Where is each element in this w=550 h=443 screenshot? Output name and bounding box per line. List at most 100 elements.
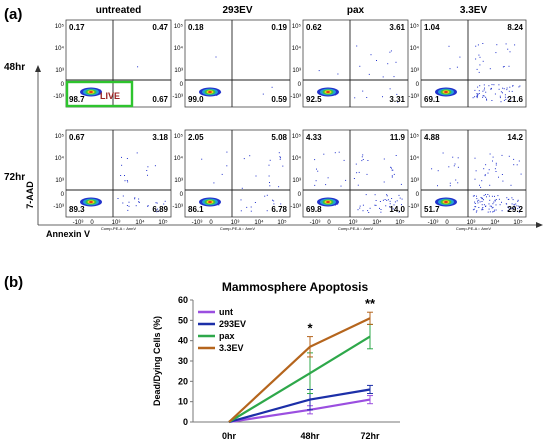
- event-dot: [147, 205, 148, 207]
- event-dot: [507, 206, 509, 208]
- chart-y-axis-label: Dead/Dying Cells (%): [152, 316, 162, 406]
- y-tick-label: 10³: [410, 178, 419, 184]
- flow-plot: 4.33 11.9 69.8 14.0 10⁵ 10⁴ 10³ 0 -10³ -10³ 0 10³ 10…: [290, 129, 409, 231]
- x-tick-label: 0: [209, 220, 213, 226]
- event-dot: [478, 90, 480, 92]
- event-dot: [338, 151, 340, 153]
- y-tick-label: 10⁵: [55, 133, 65, 140]
- event-dot: [491, 207, 493, 209]
- quadrant-ur-value: 0.47: [152, 23, 168, 32]
- event-dot: [507, 210, 509, 212]
- timepoint-label: 72hr: [4, 172, 25, 183]
- y-tick-label: 10⁴: [292, 45, 302, 52]
- event-dot: [485, 164, 487, 166]
- event-dot: [497, 195, 499, 197]
- event-dot: [482, 90, 484, 92]
- event-dot: [361, 156, 363, 158]
- quadrant-ul-value: 1.04: [424, 23, 440, 32]
- y-tick-label: 10⁵: [292, 133, 302, 140]
- event-dot: [504, 96, 506, 98]
- event-dot: [452, 156, 454, 158]
- event-dot: [250, 206, 252, 208]
- y-tick-label: 10⁵: [174, 133, 184, 140]
- y-tick-label: 10³: [55, 68, 64, 74]
- event-dot: [368, 73, 370, 75]
- quadrant-lr-value: 6.89: [152, 205, 168, 214]
- event-dot: [374, 204, 376, 206]
- event-dot: [511, 90, 513, 92]
- event-dot: [483, 89, 485, 91]
- event-dot: [483, 199, 484, 201]
- y-tick-label: -10³: [408, 204, 419, 210]
- quadrant-ul-value: 4.33: [306, 133, 322, 142]
- event-dot: [479, 184, 480, 186]
- density-core: [208, 90, 212, 94]
- y-tick-label: 10⁵: [410, 23, 420, 30]
- event-dot: [390, 166, 392, 168]
- quadrant-lr-value: 0.59: [271, 95, 287, 104]
- y-tick-label: 10⁴: [292, 155, 302, 162]
- event-dot: [383, 158, 385, 160]
- event-dot: [391, 175, 393, 177]
- event-dot: [380, 209, 382, 210]
- event-dot: [437, 170, 439, 172]
- event-dot: [394, 201, 396, 203]
- quadrant-ur-value: 0.19: [271, 23, 287, 32]
- event-dot: [494, 199, 496, 201]
- event-dot: [389, 51, 391, 53]
- y-tick-label: 10⁴: [55, 155, 65, 162]
- event-dot: [243, 158, 245, 160]
- event-dot: [334, 152, 336, 154]
- density-core: [444, 200, 448, 204]
- flow-cytometry-grid: untreated 293EV pax 3.3EV 48hr 72hr 0.17 0.47 98…: [4, 5, 527, 231]
- condition-header: untreated: [96, 5, 142, 16]
- event-dot: [120, 175, 122, 176]
- event-dot: [476, 68, 478, 70]
- event-dot: [126, 180, 128, 181]
- y-tick-label: 0: [298, 192, 302, 198]
- event-dot: [477, 200, 478, 202]
- event-dot: [449, 185, 451, 187]
- event-dot: [506, 89, 508, 91]
- event-dot: [513, 158, 515, 160]
- event-dot: [391, 167, 392, 169]
- event-dot: [473, 195, 475, 197]
- y-tick-label: 0: [298, 82, 302, 88]
- event-dot: [368, 212, 370, 213]
- event-dot: [382, 96, 383, 98]
- flow-plot: 2.05 5.08 86.1 6.78 10⁵ 10⁴ 10³ 0 -10³ -10³ 0 10³ 10…: [172, 129, 291, 231]
- event-dot: [448, 45, 450, 47]
- y-tick-label: -10³: [290, 94, 301, 100]
- event-dot: [269, 159, 271, 161]
- event-dot: [480, 186, 482, 188]
- event-dot: [398, 211, 400, 213]
- event-dot: [479, 56, 481, 58]
- quadrant-ll-value: 92.5: [306, 95, 322, 104]
- event-dot: [365, 194, 367, 196]
- x-tick-label: 10⁴: [135, 219, 145, 226]
- event-dot: [476, 198, 478, 200]
- event-dot: [382, 76, 384, 78]
- event-dot: [514, 210, 516, 212]
- event-dot: [124, 180, 126, 182]
- event-dot: [134, 197, 136, 199]
- legend-label: 3.3EV: [219, 343, 244, 353]
- event-dot: [375, 204, 377, 206]
- event-dot: [488, 195, 490, 197]
- event-dot: [475, 58, 477, 60]
- event-dot: [240, 210, 242, 212]
- event-dot: [510, 184, 512, 186]
- event-dot: [264, 195, 266, 197]
- x-tick-label: -10³: [310, 220, 321, 226]
- x-tick-label: 10⁴: [254, 219, 264, 226]
- quadrant-ul-value: 0.67: [69, 133, 85, 142]
- y-tick-label: -10³: [172, 204, 183, 210]
- event-dot: [476, 97, 478, 99]
- event-dot: [367, 160, 369, 161]
- event-dot: [155, 202, 157, 204]
- event-dot: [483, 95, 485, 97]
- event-dot: [484, 175, 486, 177]
- y-tick-label: 10³: [292, 178, 301, 184]
- event-dot: [477, 95, 478, 97]
- y-tick-label: 10⁴: [55, 45, 65, 52]
